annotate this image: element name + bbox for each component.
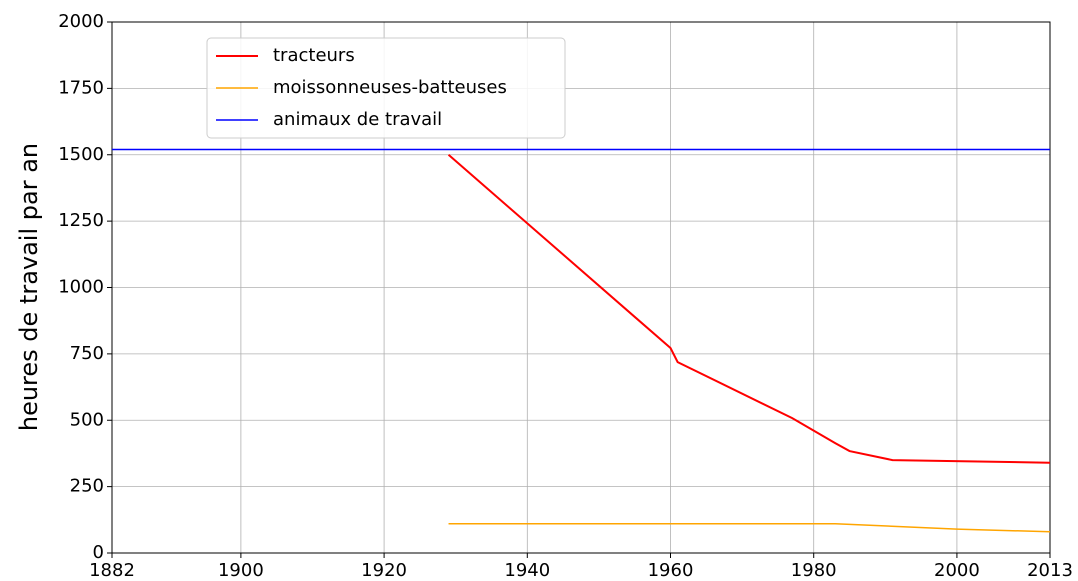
y-tick-label: 500	[70, 409, 104, 430]
y-tick-label: 0	[93, 542, 104, 563]
legend-label: animaux de travail	[273, 109, 442, 130]
x-tick-label: 1900	[218, 560, 264, 581]
y-tick-label: 2000	[58, 11, 104, 32]
x-tick-label: 2013	[1027, 560, 1073, 581]
legend-label: moissonneuses-batteuses	[273, 77, 507, 98]
y-tick-label: 1500	[58, 144, 104, 165]
legend-box	[206, 37, 566, 139]
x-tick-label: 1980	[791, 560, 837, 581]
y-tick-label: 1250	[58, 210, 104, 231]
legend-label: tracteurs	[273, 45, 355, 66]
x-tick-label: 1940	[504, 560, 550, 581]
x-tick-label: 1920	[361, 560, 407, 581]
plot-frame	[111, 21, 1051, 554]
line	[448, 523, 1051, 533]
y-tick-label: 1000	[58, 277, 104, 298]
x-tick-label: 2000	[934, 560, 980, 581]
y-axis-label: heures de travail par an	[15, 143, 43, 431]
y-tick-label: 750	[70, 343, 104, 364]
y-tick-label: 250	[70, 476, 104, 497]
x-tick-label: 1882	[89, 560, 135, 581]
line	[447, 153, 1051, 464]
x-tick-label: 1960	[648, 560, 694, 581]
y-tick-label: 1750	[58, 77, 104, 98]
